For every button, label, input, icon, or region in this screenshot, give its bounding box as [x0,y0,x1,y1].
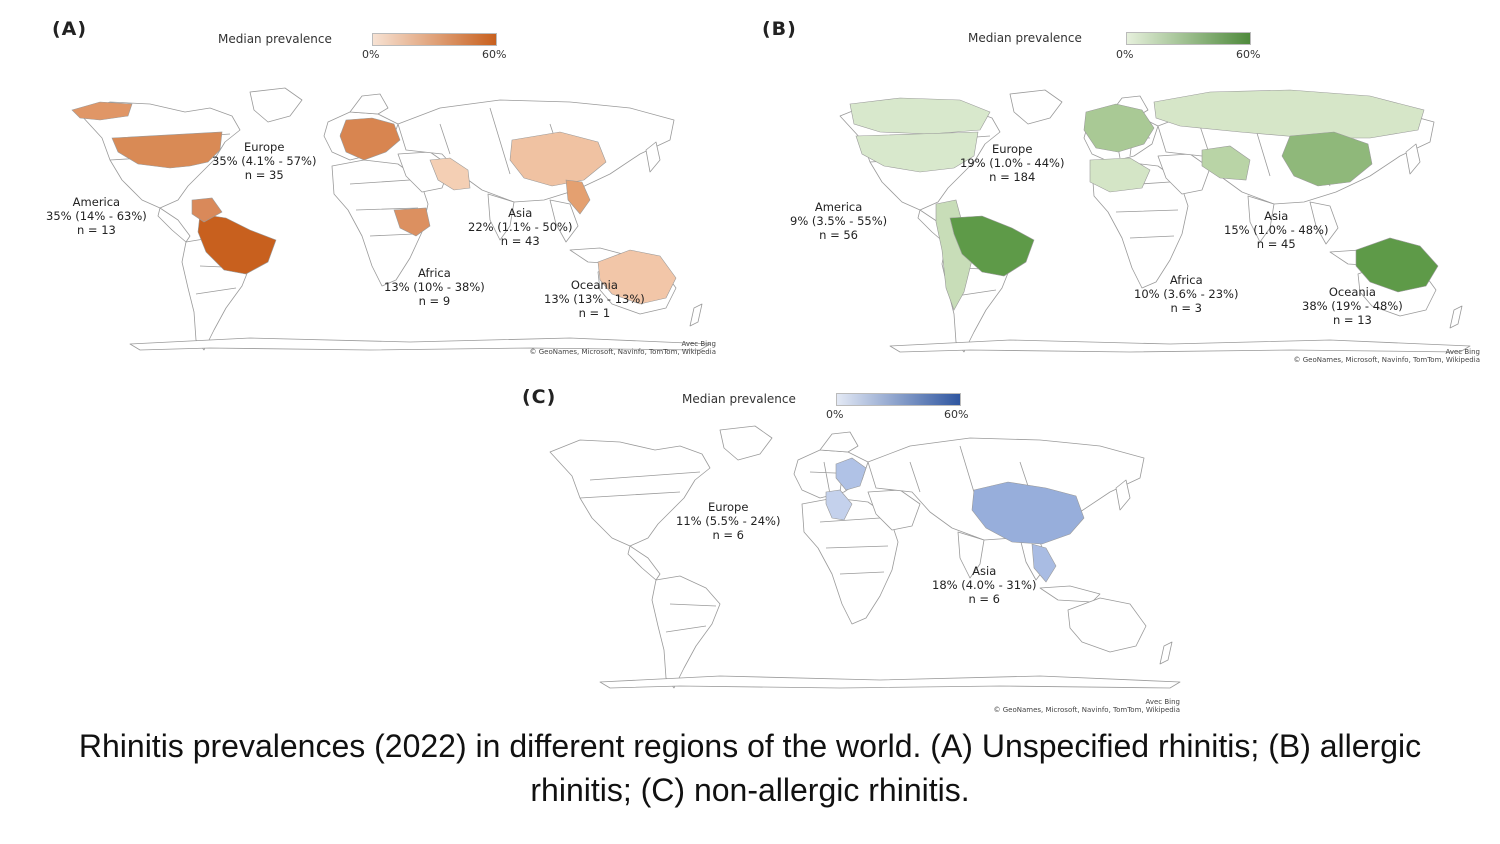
region-fill-brazil [197,213,277,275]
region-fill-europe [825,489,853,521]
region-label-europe-b: Europe 19% (1.0% - 44%) n = 184 [960,142,1065,184]
region-label-oceania-a: Oceania 13% (13% - 13%) n = 1 [544,278,645,320]
world-map-c [549,425,1181,689]
panel-c: (C) Median prevalence 0% 60% Europe 11% (… [480,372,1200,722]
region-label-africa-b: Africa 10% (3.6% - 23%) n = 3 [1134,273,1239,315]
region-fill-russia [1153,89,1425,139]
panel-label-b: (B) [762,18,797,40]
figure-caption: Rhinitis prevalences (2022) in different… [78,728,1422,808]
region-fill-china [1281,131,1373,187]
region-fill-sea [565,179,591,215]
panel-a: (A) Median prevalence 0% 60% Europe 35% (… [0,0,730,370]
map-attribution-c: Avec Bing © GeoNames, Microsoft, Navinfo,… [993,698,1180,714]
map-attribution-b: Avec Bing © GeoNames, Microsoft, Navinfo,… [1293,348,1480,364]
panel-label-c: (C) [522,386,557,408]
panel-label-a: (A) [52,18,88,40]
region-fill-canada [849,97,991,135]
region-label-america-b: America 9% (3.5% - 55%) n = 56 [790,200,888,242]
region-fill-usa [855,131,979,173]
legend-title-b: Median prevalence [968,31,1082,45]
region-fill-europe [1083,103,1155,153]
legend-gradient-b [1126,32,1251,45]
region-label-europe-c: Europe 11% (5.5% - 24%) n = 6 [676,500,781,542]
legend-max-b: 60% [1236,48,1261,61]
region-fill-africa [1089,157,1151,193]
region-fill-china [971,481,1085,545]
region-label-oceania-b: Oceania 38% (19% - 48%) n = 13 [1302,285,1403,327]
region-fill-asia [1201,145,1251,181]
world-map-b [839,89,1471,353]
region-fill-china [509,131,607,187]
region-label-america-a: America 35% (14% - 63%) n = 13 [46,195,147,237]
region-fill-sea [1031,543,1057,583]
region-label-africa-a: Africa 13% (10% - 38%) n = 9 [384,266,485,308]
panel-b: (B) Median prevalence 0% 60% Europe 19% (… [750,0,1490,370]
map-attribution-a: Avec Bing © GeoNames, Microsoft, Navinfo,… [529,340,716,356]
region-fill-scandinavia [835,457,867,491]
region-fill-brazil [949,215,1035,277]
region-fill-usa [111,131,223,169]
region-fill-india [429,157,471,191]
legend-max-a: 60% [482,48,507,61]
region-label-europe-a: Europe 35% (4.1% - 57%) n = 35 [212,140,317,182]
legend-title-c: Median prevalence [682,392,796,406]
world-map-a [71,87,711,351]
legend-gradient-c [836,393,961,406]
region-fill-southam [191,197,223,223]
region-fill-greenland [71,101,133,121]
region-fill-australia [1355,237,1439,293]
region-fill-africa [393,207,431,237]
region-label-asia-a: Asia 22% (1.1% - 50%) n = 43 [468,206,573,248]
legend-max-c: 60% [944,408,969,421]
legend-min-a: 0% [362,48,380,61]
region-fill-australia [597,249,677,305]
region-label-asia-b: Asia 15% (1.0% - 48%) n = 45 [1224,209,1329,251]
legend-min-b: 0% [1116,48,1134,61]
region-fill-europe [339,117,401,161]
legend-gradient-a [372,33,497,46]
legend-min-c: 0% [826,408,844,421]
legend-title-a: Median prevalence [218,32,332,46]
region-label-asia-c: Asia 18% (4.0% - 31%) n = 6 [932,564,1037,606]
